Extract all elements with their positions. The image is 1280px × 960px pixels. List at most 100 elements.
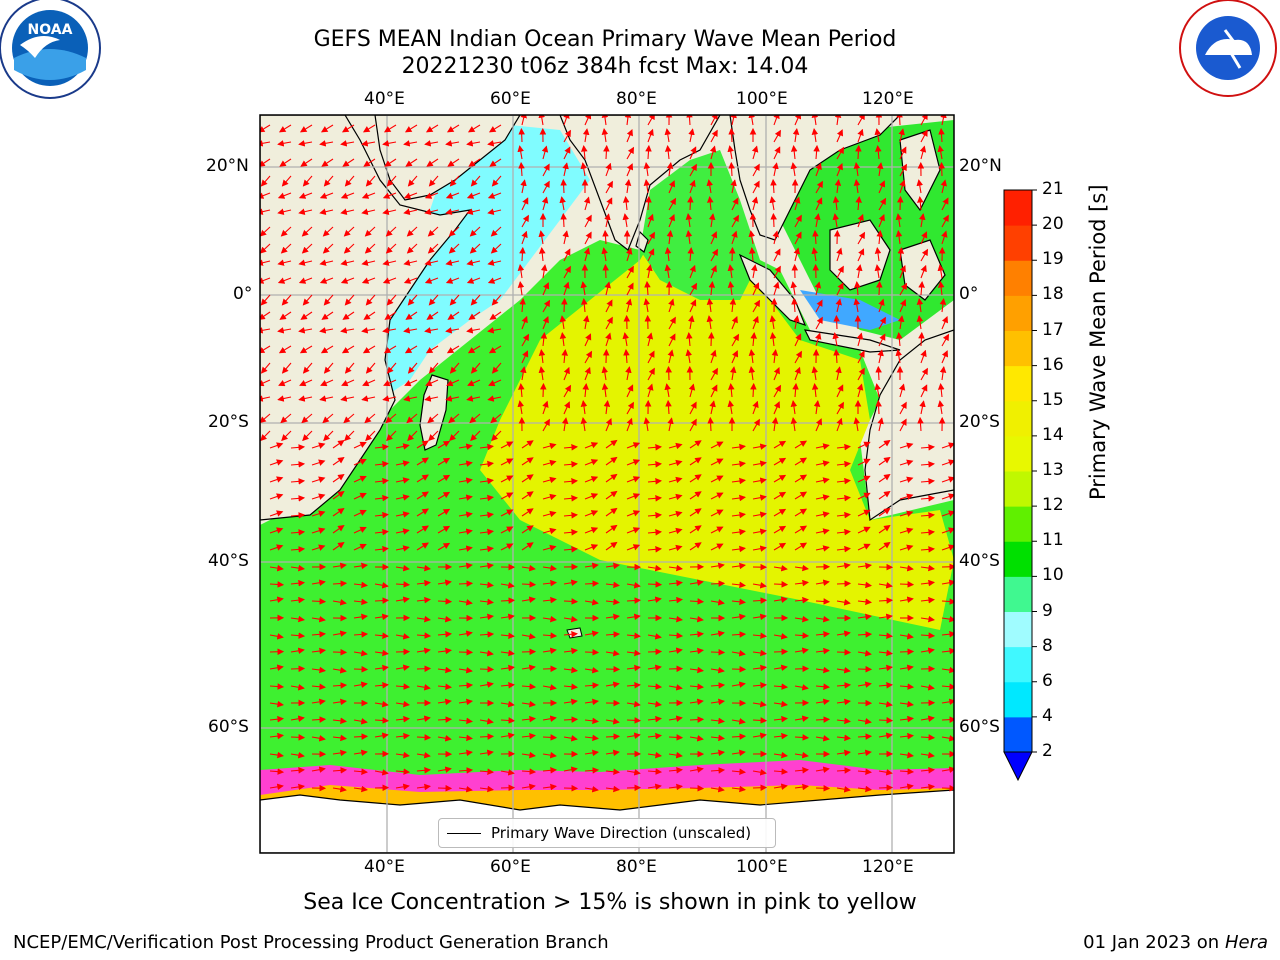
wave-arrow (773, 401, 781, 415)
wave-arrow (668, 316, 676, 330)
wave-arrow (362, 124, 376, 133)
wave-arrow (458, 477, 473, 484)
wave-arrow (601, 366, 609, 381)
wave-arrow (563, 495, 578, 502)
wave-arrow (311, 598, 327, 605)
wave-arrow (920, 478, 935, 485)
wave-arrow (709, 400, 716, 415)
wave-arrow (458, 580, 474, 587)
wave-arrow (300, 158, 313, 167)
wave-arrow (605, 631, 621, 638)
wave-arrow (857, 562, 872, 570)
wave-arrow (626, 442, 641, 449)
wave-arrow (353, 733, 369, 740)
wave-arrow (488, 345, 502, 354)
wave-arrow (604, 213, 611, 228)
wave-arrow (626, 417, 633, 432)
wave-arrow (601, 115, 609, 126)
wave-arrow (563, 461, 578, 468)
wave-arrow (332, 599, 347, 606)
wave-arrow (468, 158, 481, 167)
wave-arrow (668, 333, 676, 347)
wave-arrow (605, 456, 618, 466)
wave-arrow (815, 716, 831, 723)
wave-arrow (290, 579, 305, 587)
wave-arrow (770, 212, 777, 228)
wave-arrow (458, 545, 473, 552)
wave-arrow (563, 478, 578, 485)
colorbar-segment (1004, 365, 1032, 402)
wave-arrow (731, 214, 739, 228)
wave-arrow (280, 413, 292, 424)
wave-arrow (731, 230, 738, 245)
wave-arrow (790, 417, 798, 432)
wave-arrow (563, 384, 572, 398)
wave-arrow (353, 475, 367, 483)
wave-arrow (583, 196, 591, 211)
wave-arrow (521, 230, 528, 245)
wave-arrow (815, 494, 830, 501)
wave-arrow (731, 333, 740, 347)
wave-arrow (269, 664, 284, 671)
wave-arrow (752, 494, 767, 501)
wave-arrow (689, 474, 702, 483)
wave-arrow (920, 495, 935, 502)
wave-arrow (332, 456, 345, 466)
wave-arrow (320, 379, 334, 387)
wave-arrow (269, 581, 285, 588)
wave-arrow (563, 129, 571, 143)
wave-arrow (815, 615, 830, 623)
wave-arrow (584, 459, 599, 466)
wave-arrow (643, 417, 651, 432)
wave-arrow (280, 226, 292, 237)
wave-arrow (470, 175, 481, 187)
wave-arrow (269, 510, 284, 517)
wave-arrow (941, 214, 949, 228)
colorbar-tick-label: 4 (1042, 705, 1053, 726)
wave-arrow (605, 613, 620, 621)
wave-arrow (277, 259, 292, 266)
wave-arrow (445, 192, 460, 199)
wave-arrow (520, 179, 527, 194)
wave-arrow (538, 366, 546, 381)
colorbar-segment (1004, 260, 1032, 296)
colorbar-tick-label: 6 (1042, 670, 1053, 691)
wave-arrow (416, 457, 429, 466)
wave-arrow (353, 441, 367, 449)
wave-arrow (562, 230, 569, 245)
wave-arrow (580, 281, 587, 296)
wave-arrow (466, 277, 481, 284)
wave-arrow (364, 243, 376, 254)
wave-arrow (403, 259, 418, 266)
footer-right: 01 Jan 2023 on Hera (1083, 932, 1268, 953)
wave-arrow (836, 247, 843, 262)
wave-arrow (602, 263, 609, 279)
wave-arrow (290, 512, 306, 519)
wave-arrow (794, 542, 808, 551)
wave-arrow (938, 161, 946, 177)
wave-arrow (832, 213, 840, 228)
wave-arrow (752, 163, 760, 177)
wave-arrow (563, 615, 578, 623)
wave-arrow (542, 596, 557, 604)
wave-arrow (517, 264, 525, 279)
wave-arrow (521, 214, 529, 228)
wave-arrow (386, 430, 397, 442)
wave-arrow (815, 162, 822, 177)
wave-arrow (815, 418, 823, 432)
wave-arrow (941, 598, 954, 605)
wave-arrow (468, 311, 481, 320)
wave-arrow (321, 311, 334, 320)
wave-arrow (269, 544, 284, 551)
wave-arrow (853, 298, 860, 313)
wave-arrow (323, 175, 334, 187)
colorbar-segment (1004, 611, 1032, 648)
wave-arrow (857, 581, 872, 589)
wave-arrow (521, 633, 536, 640)
wave-arrow (878, 784, 894, 792)
wave-arrow (832, 196, 840, 211)
wave-arrow (302, 175, 313, 187)
wave-arrow (479, 562, 494, 570)
wave-arrow (920, 264, 927, 279)
wave-arrow (752, 597, 768, 604)
